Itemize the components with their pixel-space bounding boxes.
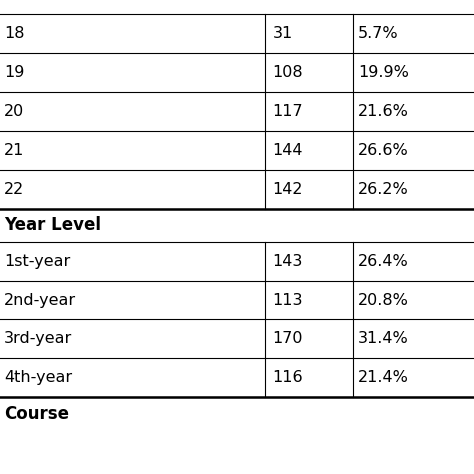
Text: 20.8%: 20.8% [358, 292, 409, 308]
Text: 31.4%: 31.4% [358, 331, 409, 346]
Text: 21.4%: 21.4% [358, 370, 409, 385]
Text: 26.4%: 26.4% [358, 254, 409, 269]
Text: 26.6%: 26.6% [358, 143, 409, 158]
Text: 1st-year: 1st-year [4, 254, 70, 269]
Text: Year Level: Year Level [4, 216, 101, 234]
Text: 117: 117 [273, 104, 303, 119]
Text: 19: 19 [4, 65, 24, 80]
Text: 144: 144 [273, 143, 303, 158]
Text: 4th-year: 4th-year [4, 370, 72, 385]
Text: 2nd-year: 2nd-year [4, 292, 76, 308]
Text: 21: 21 [4, 143, 24, 158]
Text: 113: 113 [273, 292, 303, 308]
Text: 19.9%: 19.9% [358, 65, 409, 80]
Text: 108: 108 [273, 65, 303, 80]
Text: Course: Course [4, 405, 69, 423]
Text: 142: 142 [273, 182, 303, 197]
Text: 22: 22 [4, 182, 24, 197]
Text: 20: 20 [4, 104, 24, 119]
Text: 21.6%: 21.6% [358, 104, 409, 119]
Text: 143: 143 [273, 254, 303, 269]
Text: 116: 116 [273, 370, 303, 385]
Text: 3rd-year: 3rd-year [4, 331, 72, 346]
Text: 18: 18 [4, 26, 24, 41]
Text: 26.2%: 26.2% [358, 182, 409, 197]
Text: 31: 31 [273, 26, 293, 41]
Text: 5.7%: 5.7% [358, 26, 399, 41]
Text: 170: 170 [273, 331, 303, 346]
